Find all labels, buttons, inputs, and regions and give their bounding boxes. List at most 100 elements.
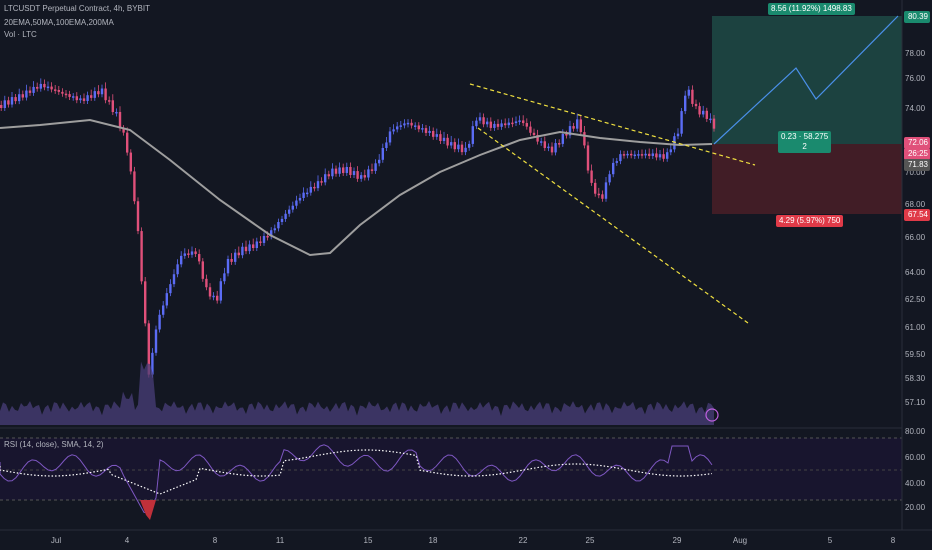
candle bbox=[648, 153, 651, 156]
stop-zone[interactable] bbox=[712, 144, 902, 214]
candle bbox=[439, 134, 442, 141]
candle bbox=[129, 152, 132, 172]
candle bbox=[61, 91, 64, 94]
candle bbox=[482, 117, 485, 125]
candle bbox=[327, 174, 330, 177]
price-tick: 62.50 bbox=[905, 295, 926, 304]
rsi-tick: 40.00 bbox=[905, 479, 926, 488]
candle bbox=[165, 293, 168, 306]
candle bbox=[586, 145, 590, 171]
volume-legend[interactable]: Vol · LTC bbox=[4, 30, 37, 39]
time-tick: 8 bbox=[891, 536, 896, 545]
indicator-legend[interactable]: 20EMA,50MA,100EMA,200MA bbox=[4, 18, 114, 27]
candle bbox=[550, 146, 554, 153]
countdown-tag: 26:25 bbox=[904, 148, 930, 160]
ratio-label[interactable]: 0.23 · 58.275 2 bbox=[778, 131, 832, 153]
candle bbox=[565, 133, 568, 136]
candle bbox=[532, 132, 536, 135]
candle bbox=[342, 167, 345, 173]
candle bbox=[504, 123, 507, 126]
candle bbox=[295, 200, 298, 206]
candle bbox=[370, 169, 374, 171]
candle bbox=[597, 193, 600, 196]
candle bbox=[676, 133, 680, 137]
candle bbox=[666, 152, 669, 159]
candle bbox=[655, 153, 658, 158]
candle bbox=[421, 128, 424, 130]
candle bbox=[615, 161, 618, 163]
candle bbox=[255, 241, 258, 249]
time-tick: 15 bbox=[364, 536, 373, 545]
candle bbox=[18, 94, 21, 102]
candle bbox=[691, 89, 694, 104]
candle bbox=[291, 205, 294, 210]
candle bbox=[136, 201, 140, 232]
candle bbox=[32, 86, 35, 93]
rsi-legend[interactable]: RSI (14, close), SMA, 14, 2) bbox=[4, 440, 104, 449]
candle bbox=[410, 122, 413, 126]
candle bbox=[50, 86, 53, 90]
alert-icon[interactable] bbox=[705, 408, 719, 422]
candle bbox=[28, 90, 32, 93]
candle bbox=[205, 278, 208, 288]
candle bbox=[43, 83, 46, 88]
candle bbox=[288, 209, 291, 214]
ma-price-tag: 71.83 bbox=[904, 159, 930, 171]
candle bbox=[608, 174, 611, 183]
candle bbox=[392, 129, 395, 132]
upper-trendline bbox=[469, 83, 756, 166]
candle bbox=[208, 287, 212, 297]
candle bbox=[579, 119, 582, 133]
candle bbox=[529, 126, 532, 133]
time-axis: Jul 4 8 11 15 18 22 25 29 Aug 5 8 bbox=[51, 536, 896, 545]
stop-label[interactable]: 4.29 (5.97%) 750 bbox=[776, 215, 844, 227]
candle bbox=[313, 186, 316, 189]
rsi-line bbox=[0, 444, 713, 513]
candle bbox=[151, 352, 154, 375]
candle bbox=[406, 122, 410, 125]
candle bbox=[547, 146, 550, 149]
time-tick: 11 bbox=[276, 536, 285, 545]
candle bbox=[223, 273, 226, 282]
time-tick: Aug bbox=[733, 536, 747, 545]
candle bbox=[698, 106, 701, 115]
price-tick: 66.00 bbox=[905, 233, 926, 242]
rsi-tick: 60.00 bbox=[905, 453, 926, 462]
candle bbox=[511, 122, 514, 125]
candle bbox=[709, 118, 712, 121]
candle bbox=[428, 130, 431, 133]
candle bbox=[475, 120, 478, 127]
target-label[interactable]: 8.56 (11.92%) 1498.83 bbox=[768, 3, 855, 15]
target-zone[interactable] bbox=[712, 16, 902, 144]
candle bbox=[302, 192, 305, 198]
candle bbox=[345, 166, 348, 173]
candle bbox=[226, 258, 230, 274]
candle bbox=[583, 132, 586, 146]
candle bbox=[594, 182, 597, 194]
candle bbox=[626, 153, 629, 156]
candle bbox=[334, 168, 338, 174]
candle bbox=[360, 175, 363, 179]
candle bbox=[0, 105, 3, 108]
candle bbox=[234, 252, 237, 262]
candle bbox=[486, 121, 489, 125]
candle bbox=[590, 170, 593, 183]
candle bbox=[630, 153, 633, 156]
stop-price-tag: 67.54 bbox=[904, 209, 930, 221]
candle bbox=[403, 123, 406, 126]
candle bbox=[79, 98, 82, 101]
price-tick: 59.50 bbox=[905, 350, 926, 359]
time-tick: 22 bbox=[519, 536, 528, 545]
candle bbox=[561, 133, 564, 144]
candle bbox=[280, 218, 284, 222]
price-tick: 57.10 bbox=[905, 398, 926, 407]
rsi-pane bbox=[0, 438, 902, 500]
candle bbox=[338, 167, 341, 174]
candle bbox=[320, 181, 323, 183]
candle bbox=[687, 89, 690, 96]
time-tick: Jul bbox=[51, 536, 61, 545]
candle bbox=[39, 83, 42, 89]
candle bbox=[536, 134, 539, 142]
candle bbox=[140, 231, 143, 282]
